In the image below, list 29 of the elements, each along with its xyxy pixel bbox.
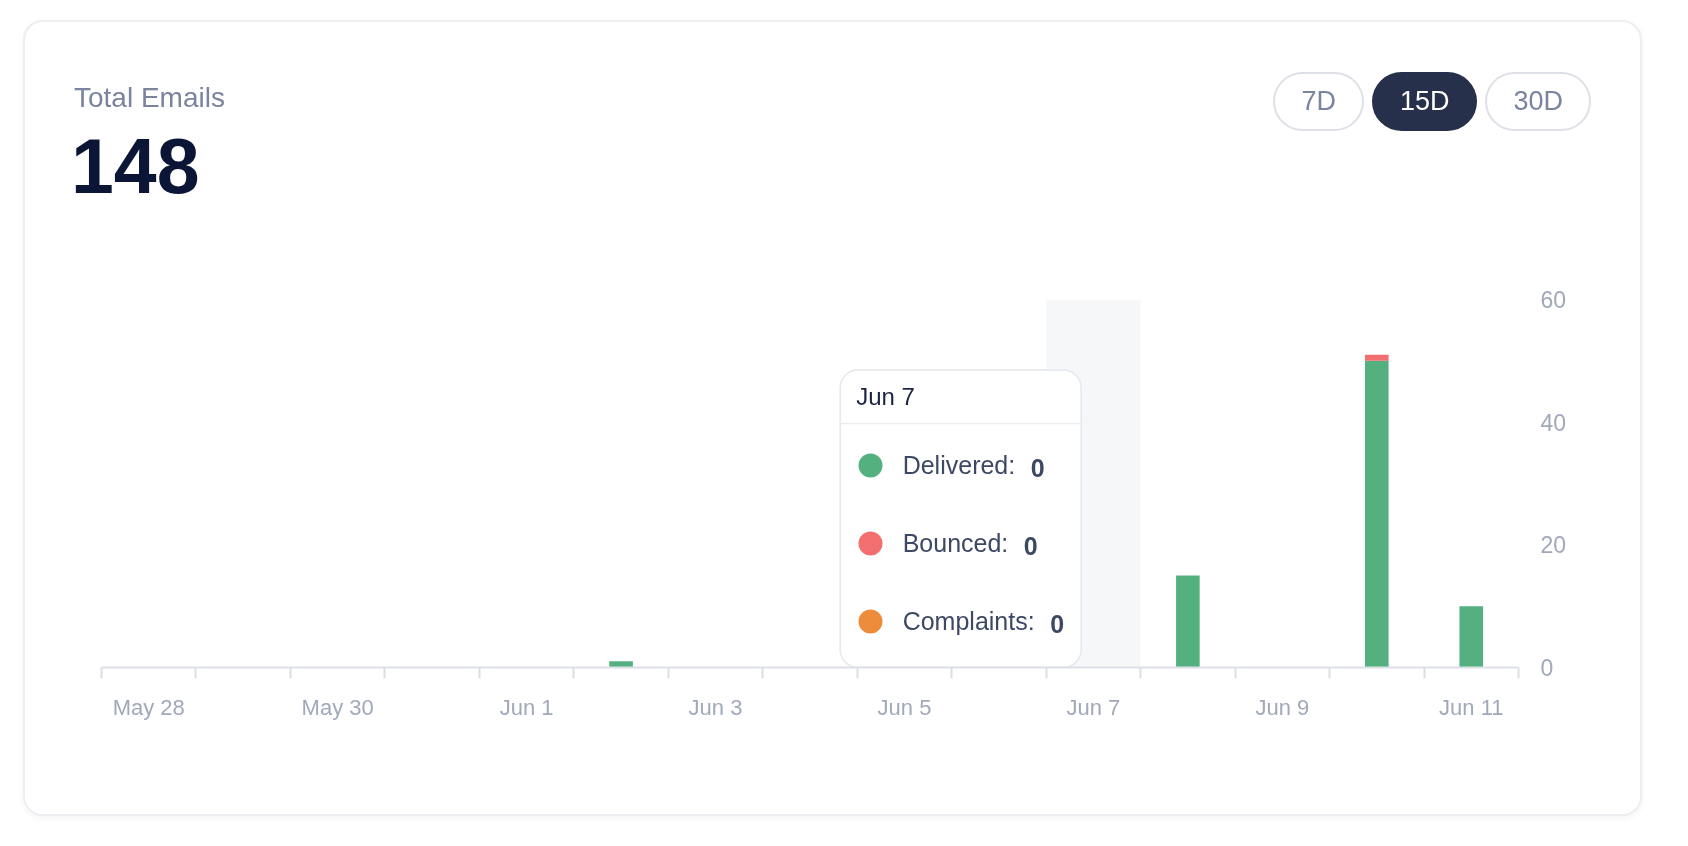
x-tick-label: Jun 11: [1439, 694, 1504, 720]
x-tick-label: Jun 9: [1255, 694, 1310, 720]
text: 7D: [1273, 72, 1364, 131]
bar: [609, 661, 633, 668]
x-tick-label: Jun 5: [877, 694, 932, 720]
annotation: 0: [1023, 531, 1038, 560]
bar: [1364, 360, 1389, 668]
y-tick-label: 20: [1540, 532, 1567, 559]
x-tick-label: Jun 3: [688, 694, 743, 720]
x-tick-label: May 30: [301, 694, 374, 720]
y-tick-label: 0: [1540, 655, 1554, 681]
bar: [1364, 354, 1389, 361]
bar: [1176, 575, 1200, 668]
legend-title: Jun 7: [856, 382, 915, 410]
x-tick-label: Jun 7: [1066, 694, 1121, 720]
chart-subtitle: 148: [71, 123, 200, 209]
y-tick-label: 60: [1540, 287, 1567, 313]
x-tick-label: May 28: [112, 694, 185, 720]
legend-label: Bounced:: [902, 528, 1009, 558]
chart-title: Total Emails: [74, 82, 225, 114]
legend-label: Delivered:: [902, 450, 1016, 480]
x-tick-label: Jun 1: [499, 694, 554, 720]
annotation: 0: [1050, 609, 1065, 638]
bar: [1459, 606, 1484, 668]
legend-label: Complaints:: [902, 606, 1035, 636]
y-tick-label: 40: [1540, 409, 1567, 436]
annotation: 0: [1030, 453, 1045, 482]
text: 15D: [1371, 72, 1478, 131]
text: 30D: [1485, 72, 1591, 131]
